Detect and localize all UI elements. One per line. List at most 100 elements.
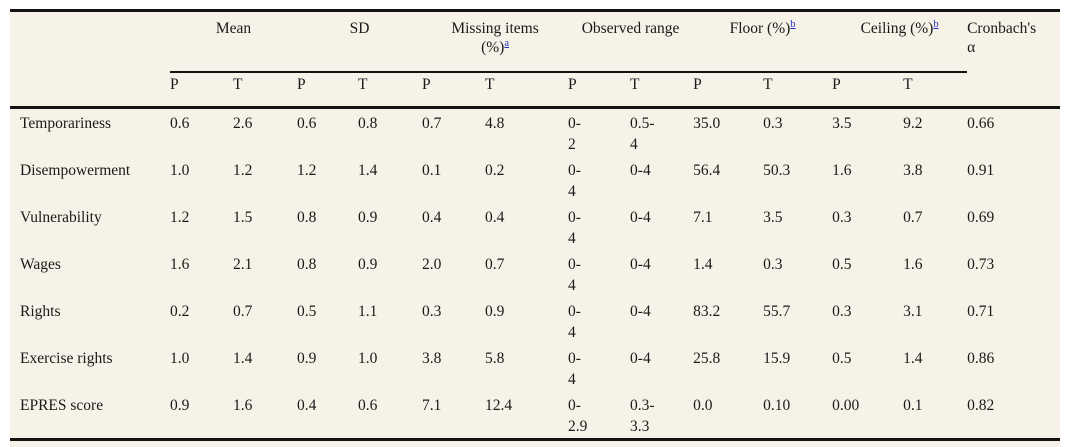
cell-floor-p: 1.4	[693, 256, 713, 273]
cell-sd-p: 0.8	[297, 209, 317, 226]
cell-sd-t: 1.4	[358, 162, 378, 179]
row-label: Exercise rights	[20, 350, 113, 367]
row-label: Temporariness	[20, 115, 112, 132]
corner-cell	[10, 10, 170, 109]
epres-descriptives-table: Mean SD Missing items (%)a Observed range…	[10, 9, 1061, 441]
cell-ceiling-t: 9.2	[903, 115, 923, 132]
cell-mean-p: 1.2	[170, 209, 190, 226]
cell-mean-p: 1.0	[170, 350, 190, 367]
range-value: 0-4	[568, 162, 581, 200]
document-page: Mean SD Missing items (%)a Observed range…	[10, 9, 1061, 447]
cell-range-t: 0-4	[630, 156, 693, 203]
cell-mean-p: 0.6	[170, 115, 190, 132]
table-row: Vulnerability 1.2 1.5 0.8 0.9 0.4 0.4 0-4 0-4 7.1…	[10, 203, 1060, 250]
subcol-sd-t: T	[358, 72, 423, 109]
cell-range-p: 0-4	[568, 344, 630, 391]
cell-alpha: 0.86	[967, 350, 995, 367]
range-value: 0.5-4	[630, 115, 655, 153]
range-value: 0-4	[568, 350, 581, 388]
cell-floor-t: 0.10	[763, 397, 791, 414]
cell-floor-t: 0.3	[763, 115, 783, 132]
range-value: 0-4	[568, 209, 581, 247]
cell-floor-p: 7.1	[693, 209, 713, 226]
cell-mean-t: 1.4	[233, 350, 253, 367]
cell-missing-t: 0.2	[485, 162, 505, 179]
footnote-b-link[interactable]: b	[933, 18, 939, 30]
table-row: Exercise rights 1.0 1.4 0.9 1.0 3.8 5.8 0-4 0-4 2…	[10, 344, 1060, 391]
cell-mean-t: 2.6	[233, 115, 253, 132]
footnote-a-link[interactable]: a	[504, 37, 509, 49]
cell-floor-t: 55.7	[763, 303, 791, 320]
cell-mean-t: 1.6	[233, 397, 253, 414]
footnote-b-link[interactable]: b	[790, 18, 796, 30]
cell-sd-p: 0.9	[297, 350, 317, 367]
cell-sd-p: 0.6	[297, 115, 317, 132]
subcol-mean-p: P	[170, 72, 233, 109]
col-group-missing-items: Missing items (%)a	[422, 10, 569, 73]
range-value: 0-2.9	[568, 397, 588, 435]
cell-ceiling-p: 0.5	[832, 350, 852, 367]
range-value: 0-4	[630, 303, 651, 320]
range-value: 0.3-3.3	[630, 397, 655, 435]
col-group-mean: Mean	[170, 10, 298, 73]
table-row: Wages 1.6 2.1 0.8 0.9 2.0 0.7 0-4 0-4 1.4 0.3 0.5 1.…	[10, 250, 1060, 297]
col-group-observed-range: Observed range	[568, 10, 694, 73]
col-group-label: Observed range	[581, 20, 680, 37]
cell-missing-t: 0.7	[485, 256, 505, 273]
header-group-row: Mean SD Missing items (%)a Observed range…	[10, 10, 1061, 109]
cell-mean-t: 1.2	[233, 162, 253, 179]
cell-range-t: 0-4	[630, 203, 693, 250]
subcol-range-p: P	[568, 72, 631, 109]
cell-ceiling-t: 1.4	[903, 350, 923, 367]
cell-mean-t: 0.7	[233, 303, 253, 320]
cell-range-t: 0.3-3.3	[630, 391, 693, 440]
col-group-label-line2: (%)	[481, 39, 505, 56]
header-sub-row: P T P T P T P T P T P T	[10, 72, 1060, 109]
cell-missing-p: 3.8	[422, 350, 442, 367]
col-group-label: SD	[349, 20, 370, 37]
cell-missing-p: 0.4	[422, 209, 442, 226]
cell-sd-t: 1.1	[358, 303, 378, 320]
subcol-floor-p: P	[693, 72, 764, 109]
cell-range-t: 0-4	[630, 344, 693, 391]
cell-sd-t: 0.8	[358, 115, 378, 132]
subcol-missing-t: T	[485, 72, 569, 109]
col-group-label: Floor (%)	[729, 20, 791, 37]
subcol-sd-p: P	[297, 72, 359, 109]
cell-alpha: 0.91	[967, 162, 995, 179]
subcol-floor-t: T	[763, 72, 833, 109]
cell-sd-p: 0.8	[297, 256, 317, 273]
cell-ceiling-t: 3.1	[903, 303, 923, 320]
alpha-symbol: α	[967, 39, 976, 56]
cell-ceiling-p: 0.3	[832, 209, 852, 226]
table-row: Rights 0.2 0.7 0.5 1.1 0.3 0.9 0-4 0-4 83.2 55.7 0.…	[10, 297, 1060, 344]
cell-floor-p: 83.2	[693, 303, 721, 320]
cell-floor-p: 56.4	[693, 162, 721, 179]
cell-range-p: 0-4	[568, 250, 630, 297]
row-label: Wages	[20, 256, 61, 273]
col-group-label: Missing items	[451, 20, 539, 37]
row-label: EPRES score	[20, 397, 104, 414]
cell-ceiling-p: 0.00	[832, 397, 860, 414]
col-group-cronbach-alpha: Cronbach's α	[967, 10, 1061, 109]
col-group-ceiling: Ceiling (%)b	[832, 10, 968, 73]
cell-mean-p: 0.9	[170, 397, 190, 414]
cell-range-t: 0.5-4	[630, 108, 693, 157]
cell-mean-p: 1.6	[170, 256, 190, 273]
cell-range-p: 0-4	[568, 297, 630, 344]
cell-range-p: 0-2	[568, 108, 630, 157]
cell-missing-t: 0.9	[485, 303, 505, 320]
cell-ceiling-t: 0.1	[903, 397, 923, 414]
cell-missing-t: 0.4	[485, 209, 505, 226]
subcol-ceiling-t: T	[903, 72, 968, 109]
cell-mean-t: 1.5	[233, 209, 253, 226]
cell-sd-p: 1.2	[297, 162, 317, 179]
col-group-label: Cronbach's	[967, 20, 1037, 37]
cell-missing-p: 2.0	[422, 256, 442, 273]
cell-ceiling-t: 0.7	[903, 209, 923, 226]
col-group-sd: SD	[297, 10, 423, 73]
cell-alpha: 0.82	[967, 397, 995, 414]
cell-sd-p: 0.5	[297, 303, 317, 320]
table-body: Temporariness 0.6 2.6 0.6 0.8 0.7 4.8 0-2 0.5-4 3…	[10, 108, 1060, 440]
cell-sd-t: 0.9	[358, 209, 378, 226]
